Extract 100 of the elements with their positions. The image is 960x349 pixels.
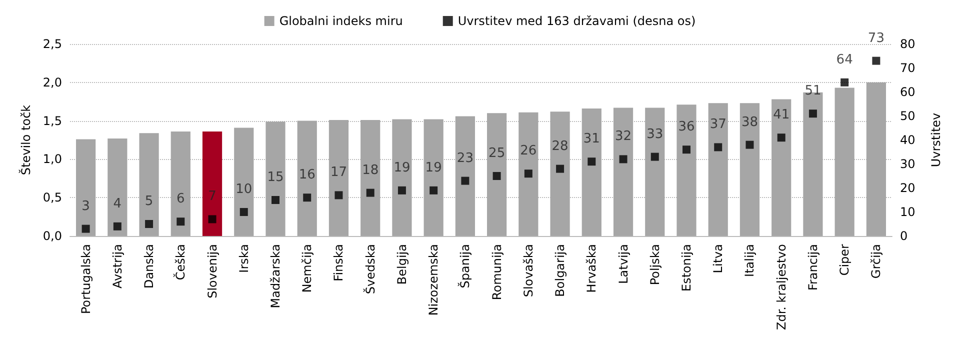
x-tick-label: Danska [142,244,156,289]
data-label: 23 [456,150,474,166]
data-label: 25 [488,146,506,161]
x-tick-label: Litva [711,244,726,274]
x-tick-label: Romunija [490,244,504,300]
point [650,152,659,161]
bar [170,132,190,236]
legend-label: Uvrstitev med 163 državami (desna os) [458,14,696,28]
bar [76,139,96,236]
x-tick-label: Italija [742,244,757,277]
point [113,222,122,230]
point [334,191,343,200]
point [746,140,754,149]
y-tick-label: 1,0 [42,152,62,166]
y2-tick-label: 30 [900,157,916,171]
x-tick-label: Bolgarija [553,244,568,297]
data-label: 17 [330,165,348,180]
point [82,224,90,233]
point [872,56,880,65]
point [272,196,280,204]
data-label: 10 [236,182,252,197]
data-label: 28 [552,138,568,154]
data-label: 73 [868,30,884,46]
point [808,110,817,118]
data-label: 37 [710,117,726,132]
data-label: 26 [520,144,537,159]
point [588,158,596,166]
x-tick-label: Češka [172,244,188,280]
data-label: 31 [583,132,600,147]
x-tick-label: Zdr. kraljestvo [774,244,788,330]
y2-tick-label: 40 [900,133,916,147]
x-tick-label: Belgija [394,244,409,285]
x-tick-label: Ciper [838,244,852,276]
data-label: 33 [646,126,664,142]
point [430,186,438,194]
point [208,215,216,224]
y2-tick-label: 80 [900,37,916,51]
data-label: 16 [298,168,316,183]
data-label: 64 [836,52,853,68]
data-label: 19 [394,160,410,176]
bar [234,128,254,236]
y2-axis-title: Uvrstitev [929,112,943,168]
x-tick-label: Hrvaška [584,244,599,293]
data-label: 36 [678,120,695,135]
point [398,186,406,194]
bar [772,99,792,236]
bar [297,120,317,236]
data-label: 3 [82,198,90,214]
bar [455,116,475,236]
bar [360,120,380,236]
x-tick-label: Grčija [869,244,884,279]
y2-tick-label: 60 [900,85,916,99]
y2-tick-label: 10 [900,205,916,219]
x-tick-label: Švedska [362,244,378,294]
point [682,146,690,154]
bar [108,138,128,236]
point [366,188,374,197]
y2-tick-label: 20 [900,181,916,195]
data-label: 32 [614,129,632,144]
x-tick-label: Irska [236,244,251,273]
data-label: 7 [208,189,216,204]
point [556,164,564,173]
point [524,170,532,178]
bar [202,132,222,236]
point [492,172,501,180]
bar [613,108,634,236]
x-tick-label: Španija [457,244,472,288]
point [145,220,154,228]
x-tick-label: Nizozemska [426,244,441,316]
y-axis-title: Število točk [18,104,33,176]
data-label: 5 [144,194,154,209]
x-tick-label: Avstrija [110,244,124,289]
x-tick-label: Madžarska [268,244,282,308]
data-label: 6 [176,192,185,207]
y-tick-label: 0,0 [42,229,62,243]
data-label: 51 [804,84,822,99]
bar [834,88,854,236]
bar [518,112,538,236]
x-tick-label: Portugalska [78,244,93,314]
data-label: 38 [741,114,758,130]
point [303,194,312,202]
point [461,176,470,185]
y-tick-label: 2,5 [42,37,62,51]
x-tick-label: Francija [806,244,820,291]
bar [582,108,602,236]
y-tick-label: 1,5 [42,114,62,128]
bar [424,119,444,236]
x-tick-label: Slovenija [205,244,220,298]
bar [740,103,760,236]
y2-tick-label: 0 [900,229,908,243]
bar [139,133,159,236]
legend-label: Globalni indeks miru [279,14,403,28]
bar [645,108,665,236]
x-tick-label: Estonija [680,244,694,292]
x-tick-label: Finska [332,244,346,282]
x-tick-label: Slovaška [521,244,536,298]
bar [392,119,412,236]
data-label: 41 [773,108,790,123]
bar [266,122,286,236]
data-label: 19 [425,160,442,176]
